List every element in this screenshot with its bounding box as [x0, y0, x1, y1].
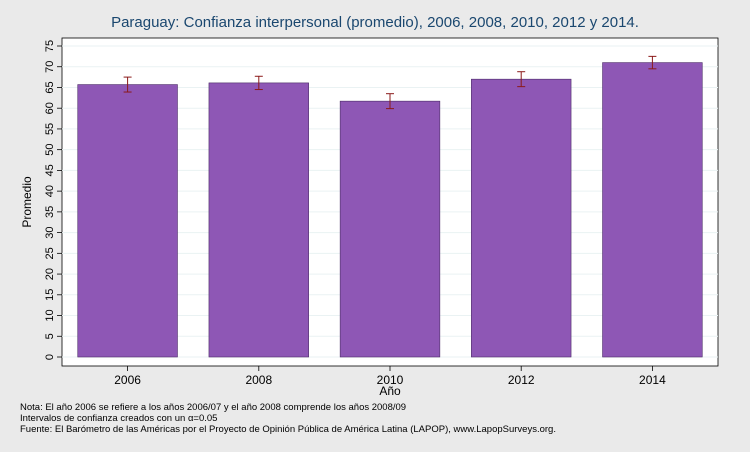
x-axis-label: Año: [379, 384, 401, 398]
bar-2006: [77, 84, 178, 358]
x-tick-label: 2008: [245, 373, 272, 387]
y-tick-label: 0: [44, 354, 56, 360]
y-tick-label: 55: [44, 123, 56, 135]
y-tick-label: 20: [44, 268, 56, 280]
error-bars: [123, 55, 657, 110]
y-tick-label: 60: [44, 102, 56, 114]
y-tick-label: 65: [44, 81, 56, 93]
y-tick-label: 10: [44, 309, 56, 321]
note-line-2: Intervalos de confianza creados con un α…: [20, 413, 218, 424]
bar-2012: [471, 78, 572, 358]
y-tick-label: 15: [44, 289, 56, 301]
y-tick-label: 35: [44, 206, 56, 218]
y-tick-label: 75: [44, 40, 56, 52]
y-tick-label: 50: [44, 144, 56, 156]
y-tick-label: 25: [44, 247, 56, 259]
note-line-3: Fuente: El Barómetro de las Américas por…: [20, 424, 556, 435]
y-tick-label: 45: [44, 164, 56, 176]
note-line-1: Nota: El año 2006 se refiere a los años …: [20, 402, 407, 413]
y-tick-label: 40: [44, 185, 56, 197]
bar-2010: [339, 100, 441, 358]
x-tick-label: 2014: [639, 373, 666, 387]
bar-2008: [208, 82, 309, 358]
chart-title: Paraguay: Confianza interpersonal (prome…: [111, 14, 639, 31]
bar-2014: [602, 62, 703, 358]
bars: [77, 62, 703, 358]
x-tick-label: 2010: [377, 373, 404, 387]
y-axis-label: Promedio: [20, 176, 34, 228]
x-tick-label: 2012: [508, 373, 535, 387]
y-axis: 0 5 10 15 20 25 30 35 40 45 50 55 60 65 70 75: [44, 40, 62, 360]
y-tick-label: 30: [44, 226, 56, 238]
y-tick-label: 5: [44, 333, 56, 339]
x-axis: 2006 2008 2010 2012 2014: [114, 366, 666, 387]
x-tick-label: 2006: [114, 373, 141, 387]
y-tick-label: 70: [44, 61, 56, 73]
